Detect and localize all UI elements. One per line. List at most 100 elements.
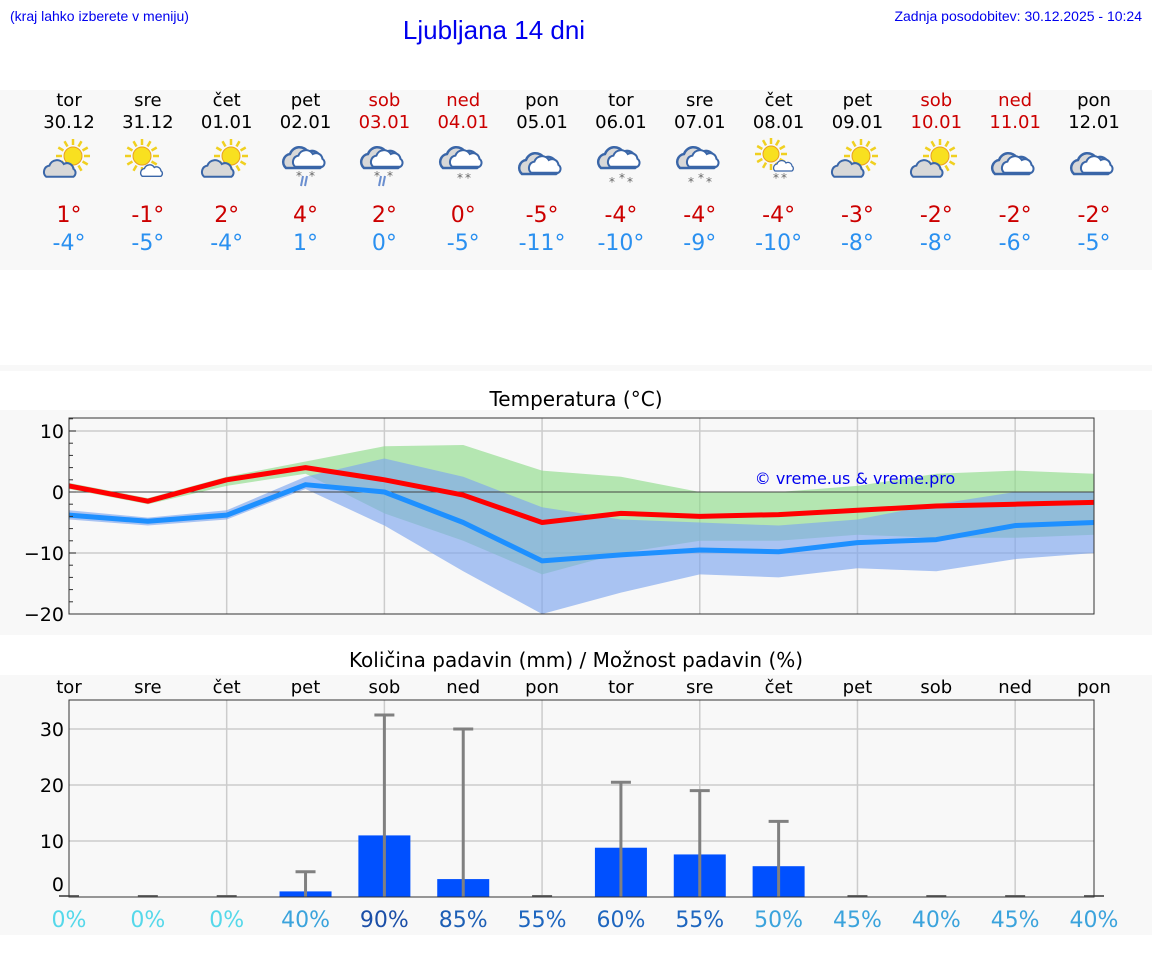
day-name: sre bbox=[686, 90, 714, 111]
day-date: 06.01 bbox=[595, 112, 647, 133]
precip-probability: 0% bbox=[52, 908, 87, 933]
cloud-icon bbox=[1069, 151, 1114, 176]
temperature-chart: 10 0 −10 −20 © vreme.us & vreme.pro bbox=[0, 410, 1152, 635]
partly-cloudy-icon bbox=[42, 139, 90, 178]
day-label: sre bbox=[134, 677, 161, 698]
heavy-snow-icon: * * * bbox=[675, 145, 720, 189]
max-temp: -5° bbox=[525, 203, 559, 228]
day-date: 02.01 bbox=[279, 112, 332, 133]
day-column: sre 31.12 -1° -5° bbox=[109, 90, 187, 258]
precip-probability: 45% bbox=[991, 908, 1040, 933]
last-updated: Zadnja posodobitev: 30.12.2025 - 10:24 bbox=[894, 8, 1142, 24]
plot-frame bbox=[68, 699, 1095, 898]
day-label: čet bbox=[213, 677, 241, 698]
sun-small-cloud-icon bbox=[124, 139, 163, 177]
max-temp: -4° bbox=[762, 203, 796, 228]
snow-icon: * * bbox=[439, 145, 483, 185]
heavy-snow-icon: * * * bbox=[596, 145, 641, 189]
day-date: 07.01 bbox=[674, 112, 726, 133]
sun-snow-icon: * * bbox=[754, 138, 794, 185]
precip-probability: 0% bbox=[130, 908, 165, 933]
precip-probability: 45% bbox=[833, 908, 882, 933]
day-name: čet bbox=[212, 90, 241, 111]
min-temp: -6° bbox=[998, 231, 1032, 256]
day-date: 03.01 bbox=[358, 112, 411, 133]
min-temp: -5° bbox=[446, 231, 480, 256]
location-hint: (kraj lahko izberete v meniju) bbox=[10, 8, 189, 24]
divider bbox=[0, 365, 1152, 371]
day-label: ned bbox=[998, 677, 1032, 698]
partly-cloudy-icon bbox=[200, 139, 248, 178]
day-date: 31.12 bbox=[122, 112, 174, 133]
max-temp: 4° bbox=[293, 203, 319, 228]
weather-icon-wrap: * * bbox=[740, 134, 818, 198]
svg-text:*: * bbox=[609, 175, 615, 189]
cloud-icon bbox=[991, 151, 1035, 176]
weather-icon-wrap bbox=[818, 134, 896, 198]
day-date: 12.01 bbox=[1068, 112, 1120, 133]
weather-icon-wrap bbox=[30, 134, 108, 198]
day-column: tor 06.01 * * * -4° -10° bbox=[582, 90, 660, 258]
day-name: sre bbox=[134, 90, 162, 111]
max-temp: -2° bbox=[919, 203, 953, 228]
svg-text:*: * bbox=[698, 171, 704, 185]
day-label: ned bbox=[446, 677, 480, 698]
y-tick-label: 10 bbox=[40, 421, 64, 443]
min-temp-line bbox=[68, 482, 1095, 564]
day-column: pon 12.01 -2° -5° bbox=[1055, 90, 1133, 258]
partly-cloudy-icon bbox=[910, 139, 958, 178]
min-temp: -10° bbox=[597, 231, 645, 256]
day-label: sob bbox=[368, 677, 400, 698]
min-temp: -11° bbox=[518, 231, 566, 256]
svg-text:*: * bbox=[465, 171, 471, 185]
precipitation-chart: tor sre čet pet sob ned pon tor sre čet pet sob ned p… bbox=[0, 675, 1152, 935]
max-temp: -4° bbox=[604, 203, 638, 228]
day-date: 05.01 bbox=[516, 112, 568, 133]
precip-probability: 50% bbox=[754, 908, 803, 933]
weather-icon-wrap: * * bbox=[345, 134, 423, 198]
weather-icon-wrap bbox=[976, 134, 1054, 198]
day-label: pon bbox=[1077, 677, 1111, 698]
precipitation-chart-title: Količina padavin (mm) / Možnost padavin … bbox=[348, 648, 804, 672]
day-name: sob bbox=[368, 90, 401, 111]
day-column: čet 08.01 * * -4° -10° bbox=[740, 90, 818, 258]
chart-background bbox=[0, 675, 1152, 935]
day-name: sob bbox=[920, 90, 953, 111]
day-label: pet bbox=[291, 677, 321, 698]
weather-icon-wrap: * * * bbox=[661, 134, 739, 198]
y-tick-label: −20 bbox=[24, 604, 64, 626]
day-name: pon bbox=[1077, 90, 1111, 111]
weather-icon-wrap bbox=[109, 134, 187, 198]
day-column: pon 05.01 -5° -11° bbox=[503, 90, 581, 258]
day-date: 09.01 bbox=[831, 112, 884, 133]
precip-probability: 85% bbox=[439, 908, 488, 933]
day-column: sre 07.01 * * * -4° -9° bbox=[661, 90, 739, 258]
precip-probability: 60% bbox=[596, 908, 645, 933]
max-temp: 1° bbox=[56, 203, 82, 228]
max-temp: -2° bbox=[1077, 203, 1111, 228]
svg-text:*: * bbox=[619, 171, 625, 185]
weather-icon-wrap: * * bbox=[267, 134, 345, 198]
cloud-icon bbox=[518, 151, 562, 176]
day-column: čet 01.01 2° -4° bbox=[188, 90, 266, 258]
precip-probability: 40% bbox=[1070, 908, 1119, 933]
day-label: pet bbox=[843, 677, 873, 698]
day-label: sre bbox=[686, 677, 713, 698]
day-label: tor bbox=[608, 677, 634, 698]
svg-text:*: * bbox=[688, 175, 694, 189]
svg-text:*: * bbox=[781, 171, 787, 185]
day-name: tor bbox=[56, 90, 82, 111]
y-tick-label: 20 bbox=[40, 775, 64, 797]
day-date: 04.01 bbox=[437, 112, 489, 133]
day-column: sob 10.01 -2° -8° bbox=[897, 90, 975, 258]
precip-probability: 40% bbox=[281, 908, 330, 933]
min-temp: -4° bbox=[210, 231, 244, 256]
min-temp: -8° bbox=[840, 231, 874, 256]
min-temp: -5° bbox=[131, 231, 165, 256]
precip-probability: 0% bbox=[209, 908, 244, 933]
day-name: ned bbox=[998, 90, 1033, 111]
max-temp: -1° bbox=[131, 203, 165, 228]
day-date: 01.01 bbox=[200, 112, 253, 133]
y-tick-label: 30 bbox=[40, 719, 64, 741]
max-temp-line bbox=[68, 465, 1095, 525]
